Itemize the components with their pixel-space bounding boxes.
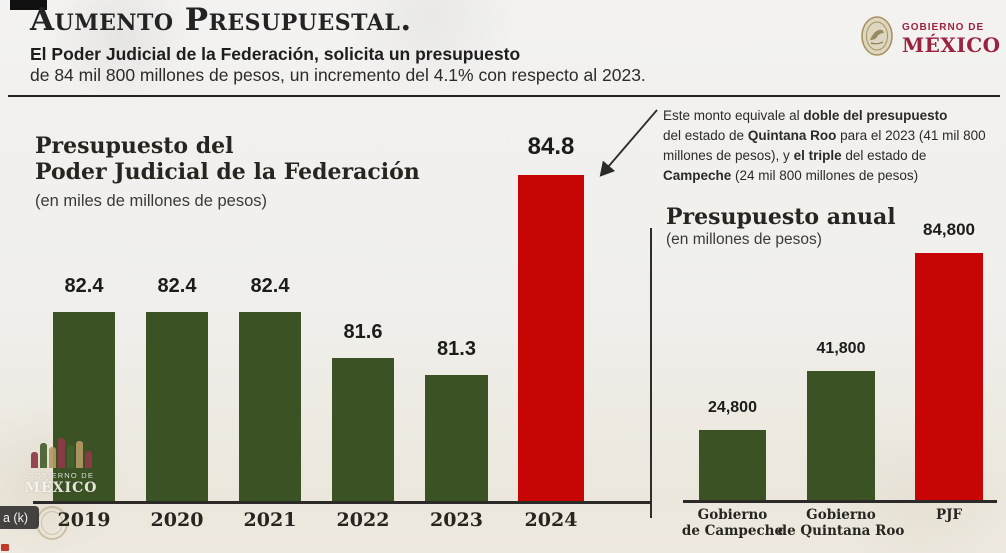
right-chart-subtitle: (en millones de pesos): [666, 231, 822, 248]
annotation-line: del estado de Quintana Roo para el 2023 …: [663, 127, 986, 143]
right-chart-axis: [683, 500, 997, 503]
watermark-figures-icon: [6, 436, 116, 468]
annotation: Este monto equivale al doble del presupu…: [663, 106, 1006, 186]
bar-value-label: 82.4: [250, 275, 290, 297]
subtitle-rest: de 84 mil 800 millones de pesos, un incr…: [30, 65, 646, 85]
bar-value-label: 84,800: [923, 220, 975, 239]
axis-category-label: 2022: [336, 509, 390, 531]
bar-value-label: 41,800: [816, 340, 866, 357]
video-overlay-chip: a (k): [0, 506, 39, 529]
right-chart-title: Presupuesto anual: [666, 204, 896, 230]
logo-line2: MÉXICO: [902, 32, 1001, 57]
mexico-seal-icon: [860, 16, 894, 61]
bar-2021: [239, 312, 301, 501]
bar-2019: [53, 312, 115, 501]
axis-category-label: Gobierno de Campeche: [681, 507, 784, 540]
chip-label: a (k): [3, 510, 28, 525]
logo-wordmark: GOBIERNO DE MÉXICO: [902, 21, 1001, 57]
axis-category-label: 2023: [430, 509, 483, 531]
bar-value-label: 81.6: [343, 321, 383, 343]
bar-value-label: 24,800: [708, 399, 757, 416]
annotation-line: Campeche (24 mil 800 millones de pesos): [663, 167, 919, 183]
bar-2022: [332, 358, 394, 501]
axis-category-label: PJF: [935, 507, 963, 523]
bar-2024: [518, 175, 584, 501]
page-title: Aumento Presupuestal.: [30, 2, 412, 38]
bar-value-label: 82.4: [64, 275, 104, 297]
bar-value-label: 81.3: [437, 338, 476, 360]
bar-value-label: 84.8: [527, 133, 575, 160]
axis-category-label: Gobierno de Quintana Roo: [777, 507, 905, 540]
axis-category-label: 2024: [524, 509, 578, 531]
bar-2020: [146, 312, 208, 501]
annotation-line: Este monto equivale al doble del presupu…: [663, 108, 948, 123]
subtitle-bold: El Poder Judicial de la Federación, soli…: [30, 44, 521, 64]
top-black-bar: [10, 0, 47, 10]
bar-pjf: [915, 253, 983, 500]
annotation-line: millones de pesos), y el triple del esta…: [663, 147, 927, 163]
annotation-arrow-icon: [599, 109, 658, 177]
gobmx-watermark: GOBIERNO DE MÉXICO: [6, 436, 116, 496]
bar-value-label: 82.4: [157, 275, 197, 297]
watermark-line2: MÉXICO: [24, 480, 98, 496]
bar-gobierno-de-quintana-roo: [807, 371, 875, 500]
header-divider: [8, 95, 1000, 97]
axis-category-label: 2019: [57, 509, 111, 531]
video-progress-tick: [1, 544, 9, 551]
axis-category-label: 2021: [243, 509, 297, 531]
gobierno-mexico-logo: GOBIERNO DE MÉXICO: [860, 16, 1001, 61]
left-chart-axis: [33, 501, 651, 504]
watermark-line1: GOBIERNO DE: [27, 471, 95, 480]
bar-2023: [425, 375, 488, 501]
left-chart-subtitle: (en miles de millones de pesos): [35, 192, 268, 210]
logo-line1: GOBIERNO DE: [902, 21, 985, 33]
left-chart-title: Presupuesto del Poder Judicial de la Fed…: [35, 133, 420, 186]
section-divider: [650, 228, 652, 518]
axis-category-label: 2020: [150, 509, 204, 531]
bar-gobierno-de-campeche: [699, 430, 766, 500]
